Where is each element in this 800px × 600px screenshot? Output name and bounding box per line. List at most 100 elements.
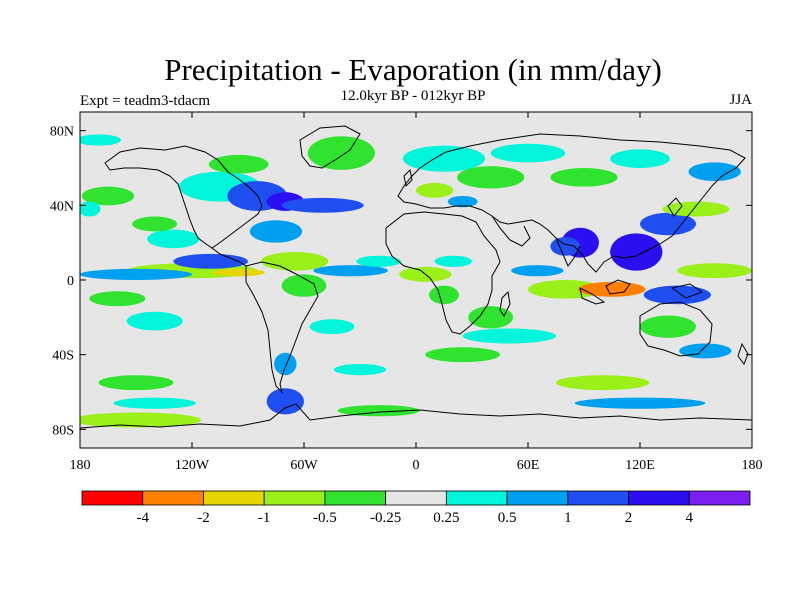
field-region-49 [679, 343, 732, 359]
coast-new-zealand [737, 342, 749, 366]
colorbar-swatch-8 [567, 490, 629, 506]
field-region-12 [80, 412, 202, 428]
field-region-48 [640, 315, 696, 338]
map-axes: 80N 40N 0 40S 80S 180 120W 60W 0 60E 120E 180 [50, 112, 763, 473]
lon-tick-label-4: 60E [517, 458, 540, 473]
field-region-45 [578, 281, 646, 297]
coast-india [555, 237, 581, 267]
field-region-31 [468, 306, 514, 329]
lon-tick-label-2: 60W [290, 458, 318, 473]
lon-tick-label-5: 120E [625, 458, 655, 473]
field-region-2 [80, 268, 192, 280]
field-region-53 [610, 149, 670, 169]
field-region-55 [447, 196, 478, 208]
coast-sumatra [579, 287, 606, 305]
colorbar-swatch-9 [628, 490, 690, 506]
field-region-19 [307, 136, 375, 170]
field-region-20 [261, 252, 329, 271]
coast-british-isles [403, 168, 413, 188]
colorbar-label-6: 0.5 [498, 510, 517, 526]
experiment-label: Expt = teadm3-tdacm [80, 93, 211, 109]
coast-madagascar [499, 290, 511, 317]
coast-central-america [211, 247, 247, 267]
colorbar: -4 -2 -1 -0.5 -0.25 0.25 0.5 1 2 4 [81, 490, 751, 526]
field-region-33 [402, 145, 486, 172]
colorbar-label-7: 1 [564, 510, 572, 526]
lat-tick-label-4: 80S [52, 423, 74, 438]
precip-evap-field [80, 134, 752, 428]
colorbar-label-8: 2 [625, 510, 633, 526]
coast-australia [639, 301, 713, 357]
field-region-0 [147, 229, 200, 249]
coast-japan [667, 197, 683, 217]
field-region-39 [511, 265, 564, 277]
coast-south-america [245, 261, 319, 394]
colorbar-swatch-0 [81, 490, 144, 506]
field-region-3 [173, 253, 248, 269]
field-region-38 [528, 280, 603, 299]
colorbar-swatch-2 [203, 490, 265, 506]
field-region-6 [80, 201, 101, 217]
field-region-5 [81, 186, 135, 206]
coast-north-america [104, 145, 263, 249]
coast-new-guinea [670, 283, 704, 299]
field-region-37 [462, 328, 556, 344]
field-region-42 [610, 233, 663, 271]
lat-tick-label-0: 80N [50, 125, 74, 140]
field-region-7 [132, 216, 178, 232]
colorbar-label-0: -4 [136, 510, 149, 526]
field-region-27 [356, 255, 402, 267]
field-region-30 [429, 285, 459, 305]
colorbar-swatch-1 [142, 490, 204, 506]
coast-borneo [605, 279, 631, 295]
colorbar-swatch-6 [445, 490, 508, 506]
field-region-52 [550, 168, 618, 187]
colorbar-swatch-10 [688, 490, 751, 506]
field-region-43 [640, 212, 696, 236]
coastlines [80, 125, 752, 429]
field-region-25 [266, 388, 305, 415]
field-region-21 [313, 265, 388, 277]
field-region-10 [98, 375, 174, 391]
field-region-29 [434, 255, 473, 267]
colorbar-label-2: -1 [258, 510, 271, 526]
coast-africa [385, 211, 501, 335]
coast-arabia [491, 215, 531, 247]
lon-tick-label-0: 180 [70, 458, 91, 473]
field-region-8 [89, 291, 146, 307]
colorbar-swatch-5 [385, 490, 447, 506]
field-region-35 [490, 143, 566, 163]
field-region-57 [337, 405, 420, 417]
field-region-47 [677, 263, 752, 279]
field-region-56 [80, 134, 122, 146]
map-title: Precipitation - Evaporation (in mm/day) [164, 52, 662, 87]
field-region-46 [643, 285, 711, 305]
field-region-44 [662, 201, 730, 217]
colorbar-label-9: 4 [686, 510, 694, 526]
field-region-32 [425, 347, 500, 363]
colorbar-label-4: -0.25 [370, 510, 401, 526]
colorbar-label-3: -0.5 [313, 510, 337, 526]
field-region-11 [113, 397, 196, 409]
lat-tick-label-1: 40N [50, 199, 74, 214]
field-region-22 [281, 274, 327, 297]
field-region-54 [688, 162, 741, 182]
coast-greenland [299, 125, 361, 169]
map-subtitle: 12.0kyr BP - 012kyr BP [340, 88, 486, 104]
field-region-17 [249, 220, 303, 243]
season-label: JJA [729, 92, 752, 108]
field-region-16 [208, 154, 269, 174]
coast-eurasia [397, 133, 746, 273]
field-region-24 [274, 352, 297, 376]
colorbar-swatch-4 [324, 490, 387, 506]
lon-tick-label-1: 120W [175, 458, 210, 473]
field-region-34 [457, 166, 525, 189]
field-region-36 [416, 182, 454, 198]
colorbar-swatch-7 [506, 490, 569, 506]
colorbar-swatch-3 [263, 490, 326, 506]
colorbar-label-1: -2 [197, 510, 210, 526]
field-region-9 [126, 311, 183, 331]
field-region-51 [574, 397, 706, 409]
field-region-41 [550, 237, 581, 256]
